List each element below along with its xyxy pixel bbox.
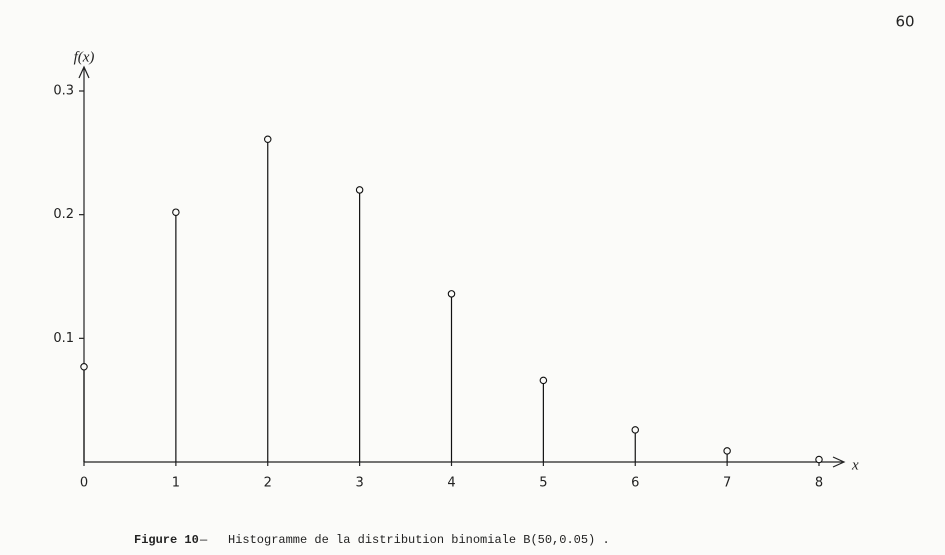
x-tick-label: 5 — [539, 476, 547, 491]
y-tick-label: 0.2 — [53, 207, 74, 222]
stem-marker — [539, 376, 548, 385]
y-axis-label: f(x) — [74, 49, 95, 65]
stem-marker — [815, 455, 823, 464]
x-tick-label: 1 — [172, 476, 180, 491]
x-axis-arrow — [832, 456, 846, 468]
x-tick-label: 8 — [815, 476, 823, 491]
stem-marker — [355, 186, 364, 194]
x-axis-label: x — [851, 457, 859, 473]
stem-marker — [80, 363, 88, 371]
y-tick-label: 0.3 — [53, 84, 74, 99]
caption-label: Figure 10 — [134, 533, 199, 547]
stem-marker — [263, 135, 272, 143]
x-tick-label: 2 — [264, 476, 272, 491]
x-tick-label: 4 — [447, 476, 455, 491]
x-tick-label: 7 — [723, 476, 731, 491]
caption: Histogramme de la distribution binomiale… — [228, 533, 610, 547]
y-axis-arrow — [78, 65, 90, 79]
x-tick-label: 6 — [631, 476, 639, 491]
stem-marker — [723, 447, 731, 455]
x-tick-label: 3 — [355, 476, 363, 491]
x-tick-label: 0 — [80, 476, 88, 491]
stem-marker — [172, 208, 180, 216]
caption-dash: — — [199, 533, 208, 547]
stem-marker — [631, 426, 639, 434]
page-number: 60 — [895, 13, 914, 31]
y-tick-label: 0.1 — [53, 331, 74, 346]
stem-marker — [447, 290, 456, 298]
